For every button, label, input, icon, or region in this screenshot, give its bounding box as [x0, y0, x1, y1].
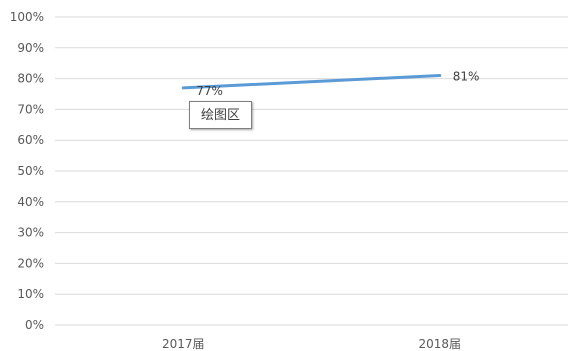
data-labels: 77% 81%: [196, 70, 479, 98]
series-line: [181, 74, 442, 90]
x-axis-ticks: 2017届 2018届: [162, 337, 461, 351]
y-tick-label: 60%: [17, 133, 44, 147]
x-tick-label: 2017届: [162, 337, 205, 351]
data-label: 77%: [196, 84, 223, 98]
y-tick-label: 50%: [17, 164, 44, 178]
y-tick-label: 40%: [17, 195, 44, 209]
y-tick-label: 100%: [10, 10, 44, 24]
y-tick-label: 80%: [17, 72, 44, 86]
y-tick-label: 70%: [17, 102, 44, 116]
series-layer: [181, 74, 442, 90]
y-tick-label: 90%: [17, 41, 44, 55]
plot-area-tooltip: 绘图区: [189, 101, 252, 129]
y-tick-label: 20%: [17, 256, 44, 270]
data-label: 81%: [453, 70, 480, 84]
y-tick-label: 30%: [17, 226, 44, 240]
y-tick-label: 10%: [17, 287, 44, 301]
x-tick-label: 2018届: [418, 337, 461, 351]
y-axis-ticks: 0% 10% 20% 30% 40% 50% 60% 70% 80% 90% 100%: [10, 10, 44, 332]
y-tick-label: 0%: [25, 318, 44, 332]
gridlines: [55, 16, 568, 326]
